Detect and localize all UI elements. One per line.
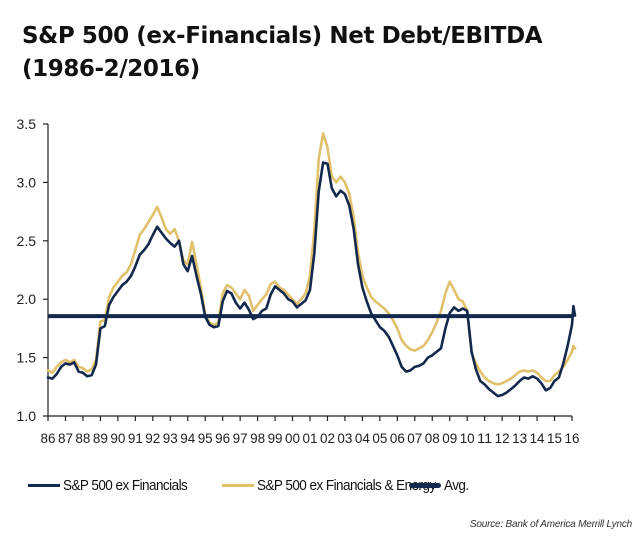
x-tick-label: 99 xyxy=(268,430,283,446)
x-tick-label: 16 xyxy=(565,430,580,446)
y-tick-label: 3.5 xyxy=(17,116,37,132)
legend-item-ex-financials-energy: S&P 500 ex Financials & Energy xyxy=(222,474,456,496)
chart-plot: 1.01.52.02.53.03.5 86 87 88 89 90 91 92 93 94 95 9… xyxy=(17,116,580,446)
x-tick-label: 88 xyxy=(75,430,90,446)
x-tick-label: 11 xyxy=(477,430,492,446)
series-layer xyxy=(46,132,577,398)
source-note: Source: Bank of America Merrill Lynch xyxy=(469,519,632,530)
legend-swatch-ex-financials xyxy=(28,483,60,487)
x-tick-label: 02 xyxy=(320,430,335,446)
x-tick-label: 09 xyxy=(442,430,457,446)
x-tick-label: 90 xyxy=(110,430,125,446)
x-tick-label: 98 xyxy=(250,430,265,446)
legend-label-avg: Avg. xyxy=(444,476,469,494)
x-tick-label: 86 xyxy=(41,430,56,446)
y-tick-label: 1.0 xyxy=(17,408,37,424)
x-tick-label: 15 xyxy=(547,430,562,446)
legend: S&P 500 ex Financials S&P 500 ex Financi… xyxy=(28,474,628,496)
x-axis: 86 87 88 89 90 91 92 93 94 95 96 97 98 99 00 01 02 03 04 05… xyxy=(41,415,580,446)
x-tick-label: 04 xyxy=(355,430,370,446)
y-tick-label: 2.5 xyxy=(17,233,37,249)
x-tick-label: 89 xyxy=(93,430,108,446)
x-tick-label: 10 xyxy=(460,430,475,446)
x-tick-label: 97 xyxy=(233,430,248,446)
x-tick-label: 91 xyxy=(128,430,143,446)
chart-title-line-1: S&P 500 (ex-Financials) Net Debt/EBITDA xyxy=(22,23,543,49)
x-tick-label: 87 xyxy=(58,430,73,446)
x-tick-label: 12 xyxy=(495,430,510,446)
series-line-ex-financials-energy xyxy=(46,132,577,386)
x-tick-label: 07 xyxy=(407,430,422,446)
x-tick-label: 06 xyxy=(390,430,405,446)
x-tick-label: 94 xyxy=(180,430,195,446)
y-axis: 1.0 1.5 2.0 2.5 3.0 3.5 xyxy=(17,116,49,424)
x-tick-label: 96 xyxy=(215,430,230,446)
x-tick-label: 00 xyxy=(285,430,300,446)
x-tick-label: 92 xyxy=(145,430,160,446)
y-tick-label: 1.5 xyxy=(17,350,37,366)
legend-label-ex-financials: S&P 500 ex Financials xyxy=(63,476,188,494)
x-tick-label: 01 xyxy=(303,430,318,446)
x-tick-label: 14 xyxy=(530,430,545,446)
y-tick-label: 2.0 xyxy=(17,291,37,307)
x-tick-label: 13 xyxy=(512,430,527,446)
x-tick-label: 93 xyxy=(163,430,178,446)
x-tick-label: 08 xyxy=(425,430,440,446)
legend-item-ex-financials: S&P 500 ex Financials xyxy=(28,474,201,496)
y-tick-label: 3.0 xyxy=(17,174,37,190)
legend-item-avg: Avg. xyxy=(409,474,471,496)
legend-label-ex-financials-energy: S&P 500 ex Financials & Energy xyxy=(257,476,436,494)
x-tick-label: 03 xyxy=(337,430,352,446)
legend-swatch-avg xyxy=(409,482,441,488)
x-tick-label: 95 xyxy=(198,430,213,446)
chart-title: S&P 500 (ex-Financials) Net Debt/EBITDA … xyxy=(22,20,622,86)
series-line-ex-financials xyxy=(46,161,577,398)
legend-swatch-ex-financials-energy xyxy=(222,483,254,487)
x-tick-label: 05 xyxy=(372,430,387,446)
chart-title-line-2: (1986-2/2016) xyxy=(22,56,200,82)
